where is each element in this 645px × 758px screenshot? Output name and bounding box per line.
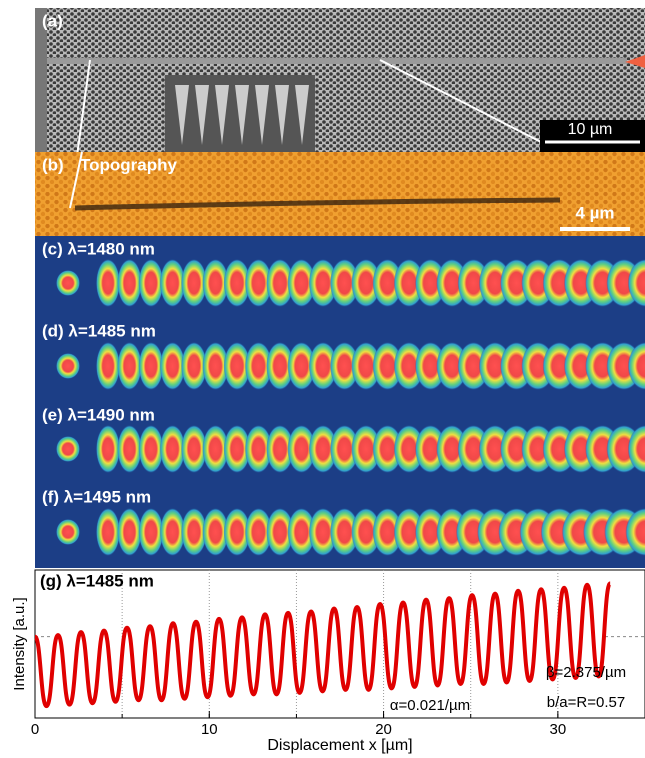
field-spot: [96, 425, 120, 473]
field-spot: [117, 425, 141, 473]
field-spot: [56, 270, 80, 296]
chart-title: (g) λ=1485 nm: [40, 571, 154, 590]
field-spot: [139, 259, 164, 307]
scale-label: 4 µm: [575, 203, 614, 222]
x-tick-label: 20: [375, 721, 392, 738]
x-axis-label: Displacement x [µm]: [267, 737, 412, 754]
field-spot: [56, 353, 80, 379]
field-spot: [117, 259, 141, 307]
x-tick-label: 30: [550, 721, 567, 738]
field-spot: [117, 342, 141, 390]
page: {"panels": { "a": {"label": "(a)", "scal…: [0, 0, 645, 758]
panel-label: (d) λ=1485 nm: [42, 321, 156, 340]
panel-title: Topography: [80, 155, 177, 174]
waveguide: [47, 58, 627, 64]
x-tick-label: 10: [201, 721, 218, 738]
y-axis-label: Intensity [a.u.]: [11, 597, 28, 690]
field-spot: [139, 508, 164, 556]
panel-label: (f) λ=1495 nm: [42, 487, 151, 506]
panel-label: (e) λ=1490 nm: [42, 405, 155, 424]
panel-label: (b): [42, 155, 64, 174]
field-spot: [56, 436, 80, 462]
field-spot: [139, 342, 164, 390]
figure: 10 µm (a) 4 µm (b) Topography (c) λ=1480…: [0, 0, 645, 758]
field-spot: [96, 259, 120, 307]
field-spot: [96, 342, 120, 390]
annotation: b/a=R=0.57: [547, 694, 625, 711]
panel-label: (c) λ=1480 nm: [42, 239, 155, 258]
field-spot: [56, 519, 80, 545]
field-spot: [139, 425, 164, 473]
scale-label: 10 µm: [568, 121, 613, 138]
x-tick-label: 0: [31, 721, 39, 738]
annotation: β=2.375/µm: [546, 664, 626, 681]
field-spot: [96, 508, 120, 556]
panel-label: (a): [42, 11, 63, 30]
annotation: α=0.021/µm: [390, 697, 470, 714]
field-spot: [117, 508, 141, 556]
